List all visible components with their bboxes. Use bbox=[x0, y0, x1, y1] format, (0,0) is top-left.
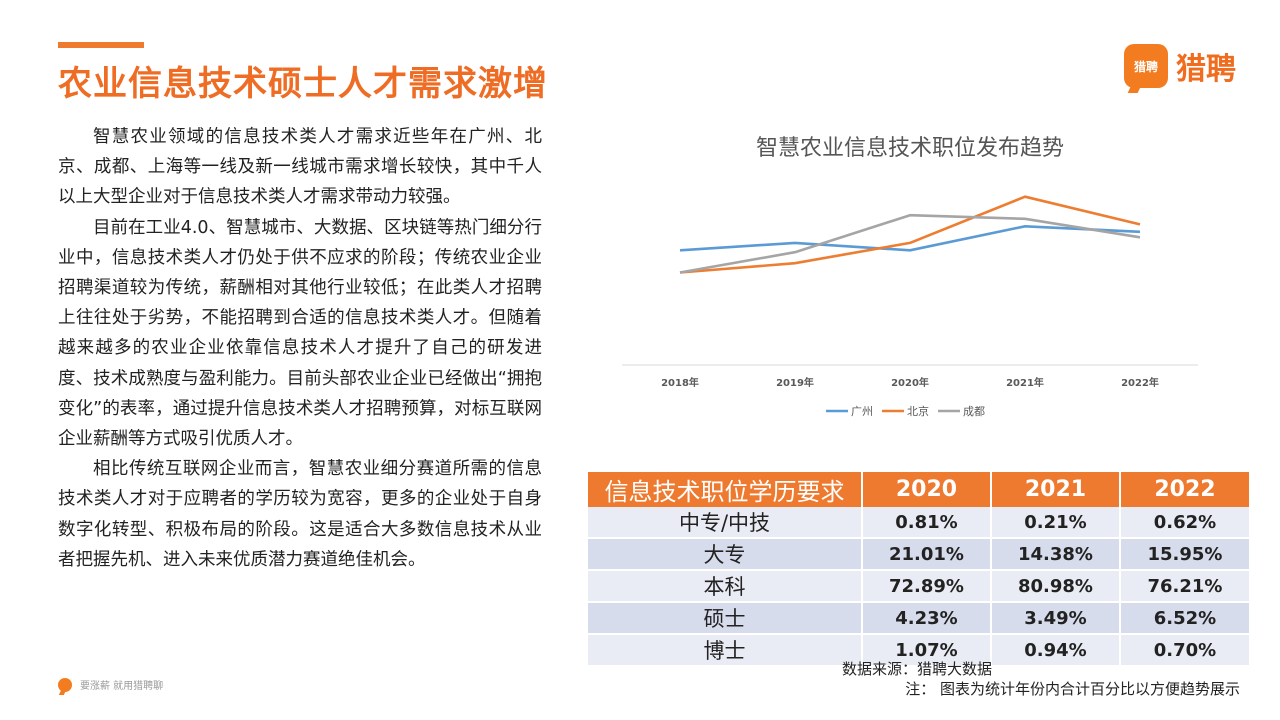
table-header-label: 信息技术职位学历要求 bbox=[588, 472, 863, 507]
table-header-row: 信息技术职位学历要求 2020 2021 2022 bbox=[588, 472, 1249, 507]
legend-label: 成都 bbox=[963, 405, 985, 418]
series-line-广州 bbox=[679, 224, 1141, 252]
table-cell: 0.62% bbox=[1120, 507, 1249, 539]
table-cell: 0.70% bbox=[1120, 634, 1249, 667]
table-header-year: 2020 bbox=[862, 472, 992, 507]
x-tick-label: 2020年 bbox=[891, 376, 929, 389]
footer: 要涨薪 就用猎聘聊 bbox=[58, 677, 163, 692]
page-title: 农业信息技术硕士人才需求激增 bbox=[58, 64, 548, 104]
x-tick-label: 2018年 bbox=[661, 376, 699, 389]
data-source: 数据来源：猎聘大数据 bbox=[842, 660, 993, 678]
logo-chat-icon: 猎聘 bbox=[1124, 44, 1168, 88]
x-tick-label: 2022年 bbox=[1121, 376, 1159, 389]
table-cell: 6.52% bbox=[1120, 602, 1249, 635]
legend-label: 北京 bbox=[907, 404, 929, 418]
table-row: 中专/中技 0.81% 0.21% 0.62% bbox=[588, 507, 1249, 539]
table-row-label: 大专 bbox=[588, 538, 863, 571]
logo-badge-text: 猎聘 bbox=[1133, 59, 1158, 74]
table-cell: 0.21% bbox=[991, 507, 1121, 539]
education-table: 信息技术职位学历要求 2020 2021 2022 中专/中技 0.81% 0.… bbox=[588, 472, 1249, 667]
paragraph-1: 智慧农业领域的信息技术类人才需求近些年在广州、北京、成都、上海等一线及新一线城市… bbox=[58, 127, 542, 208]
logo-text: 猎聘 bbox=[1176, 52, 1236, 87]
series-line-成都 bbox=[679, 213, 1141, 274]
footer-slogan: 要涨薪 就用猎聘聊 bbox=[80, 681, 164, 692]
table-cell: 72.89% bbox=[862, 570, 992, 603]
table-row: 硕士 4.23% 3.49% 6.52% bbox=[588, 602, 1249, 635]
table-cell: 1.07% bbox=[862, 634, 992, 667]
table-row: 大专 21.01% 14.38% 15.95% bbox=[588, 538, 1249, 571]
table-row-label: 博士 bbox=[588, 634, 863, 667]
brand-logo: 猎聘 猎聘 bbox=[1124, 44, 1236, 88]
table-cell: 14.38% bbox=[991, 538, 1121, 571]
table-row: 本科 72.89% 80.98% 76.21% bbox=[588, 570, 1249, 603]
table-header-year: 2021 bbox=[991, 472, 1121, 507]
table-cell: 80.98% bbox=[991, 570, 1121, 603]
table-cell: 3.49% bbox=[991, 602, 1121, 635]
body-text: 智慧农业领域的信息技术类人才需求近些年在广州、北京、成都、上海等一线及新一线城市… bbox=[58, 122, 542, 575]
legend-label: 广州 bbox=[851, 405, 873, 418]
table-row-label: 中专/中技 bbox=[588, 507, 863, 539]
table-cell: 0.81% bbox=[862, 507, 992, 539]
table-cell: 76.21% bbox=[1120, 570, 1249, 603]
table-cell: 4.23% bbox=[862, 602, 992, 635]
paragraph-3: 相比传统互联网企业而言，智慧农业细分赛道所需的信息技术类人才对于应聘者的学历较为… bbox=[58, 459, 542, 570]
table-header-year: 2022 bbox=[1120, 472, 1249, 507]
paragraph-2: 目前在工业4.0、智慧城市、大数据、区块链等热门细分行业中，信息技术类人才仍处于… bbox=[58, 217, 542, 450]
table-row: 博士 1.07% 0.94% 0.70% bbox=[588, 634, 1249, 667]
chat-bubble-icon bbox=[58, 677, 72, 692]
table-row-label: 本科 bbox=[588, 570, 863, 603]
table-cell: 15.95% bbox=[1120, 538, 1249, 571]
series-line-北京 bbox=[679, 195, 1141, 274]
x-tick-label: 2019年 bbox=[776, 376, 814, 389]
table-cell: 0.94% bbox=[991, 634, 1121, 667]
x-tick-label: 2021年 bbox=[1006, 376, 1044, 389]
chart-title: 智慧农业信息技术职位发布趋势 bbox=[755, 136, 1064, 161]
title-accent-bar bbox=[58, 42, 144, 48]
chart-note: 注： 图表为统计年份内合计百分比以方便趋势展示 bbox=[905, 680, 1240, 698]
table-row-label: 硕士 bbox=[588, 602, 863, 635]
table-cell: 21.01% bbox=[862, 538, 992, 571]
